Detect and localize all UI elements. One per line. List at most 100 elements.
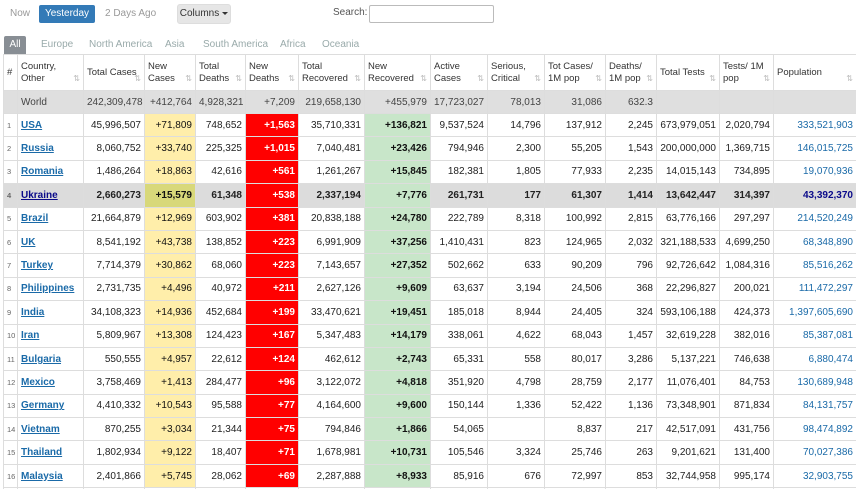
- col-header-total-cases[interactable]: Total Cases ⇅: [83, 54, 145, 91]
- columns-dropdown-button[interactable]: Columns: [177, 4, 231, 24]
- sort-icon[interactable]: ⇅: [288, 74, 295, 83]
- col-header-active-cases[interactable]: Active Cases ⇅: [430, 54, 488, 91]
- cell-active-cases: 351,920: [430, 370, 488, 395]
- cell-new-cases: +30,862: [144, 253, 196, 278]
- col-header-serious-critical[interactable]: Serious, Critical ⇅: [487, 54, 545, 91]
- cell-total-recovered: 1,261,267: [298, 159, 365, 185]
- tab-north-america[interactable]: North America: [89, 39, 153, 50]
- country-link[interactable]: UK: [21, 236, 36, 248]
- sort-icon[interactable]: ⇅: [134, 74, 141, 83]
- col-header-label: New Cases: [148, 60, 175, 84]
- sort-icon[interactable]: ⇅: [709, 74, 716, 83]
- sort-icon[interactable]: ⇅: [73, 74, 80, 83]
- sort-icon[interactable]: ⇅: [763, 74, 770, 83]
- col-header-total-tests[interactable]: Total Tests ⇅: [656, 54, 720, 91]
- cell-deaths-1m: 324: [605, 300, 657, 325]
- cell-country: Russia: [17, 136, 84, 161]
- two-days-ago-button[interactable]: 2 Days Ago: [105, 8, 157, 19]
- cell-total-tests: [656, 90, 720, 114]
- sort-icon[interactable]: ⇅: [235, 74, 242, 83]
- cell-new-recovered: +15,845: [364, 159, 431, 185]
- cell-new-recovered: +19,451: [364, 300, 431, 325]
- cell-rank: [3, 90, 18, 114]
- table-row: 4 Ukraine 2,660,273 +15,579 61,348 +538 2,337,…: [3, 183, 856, 208]
- col-header-new-cases[interactable]: New Cases ⇅: [144, 54, 196, 91]
- tab-oceania[interactable]: Oceania: [322, 39, 360, 50]
- cell-country: Iran: [17, 323, 84, 348]
- sort-icon[interactable]: ⇅: [646, 74, 653, 83]
- cell-total-tests: 321,188,533: [656, 229, 720, 255]
- tab-europe[interactable]: Europe: [41, 39, 74, 50]
- cell-serious-critical: 177: [487, 183, 545, 208]
- cell-rank: 1: [3, 112, 18, 138]
- country-link[interactable]: Bulgaria: [21, 353, 62, 365]
- search-input[interactable]: [369, 5, 494, 23]
- country-link[interactable]: Brazil: [21, 213, 49, 225]
- cell-tests-1m: 2,020,794: [719, 112, 774, 138]
- now-button[interactable]: Now: [10, 8, 31, 19]
- country-link[interactable]: Iran: [21, 330, 40, 342]
- cell-new-deaths: +381: [245, 206, 299, 231]
- cell-serious-critical: 633: [487, 253, 545, 278]
- yesterday-button[interactable]: Yesterday: [39, 5, 95, 23]
- col-header-country[interactable]: Country, Other ⇅: [17, 54, 84, 91]
- tab-africa[interactable]: Africa: [280, 39, 306, 50]
- col-header-rank[interactable]: #: [3, 54, 18, 91]
- cell-new-recovered: +8,933: [364, 463, 431, 489]
- cell-serious-critical: 1,805: [487, 159, 545, 185]
- country-link[interactable]: Malaysia: [21, 470, 63, 482]
- cell-tests-1m: [719, 90, 774, 114]
- cell-new-deaths: +96: [245, 370, 299, 395]
- top-filter-bar: Now Yesterday 2 Days Ago Columns Search:: [0, 4, 857, 26]
- col-header-total-recovered[interactable]: Total Recovered ⇅: [298, 54, 365, 91]
- col-header-tot-cases-1m[interactable]: Tot Cases/ 1M pop ⇅: [544, 54, 606, 91]
- col-header-population[interactable]: Population ⇅: [773, 54, 856, 91]
- col-header-total-deaths[interactable]: Total Deaths ⇅: [195, 54, 246, 91]
- col-header-new-recovered[interactable]: New Recovered ⇅: [364, 54, 431, 91]
- cell-tot-cases-1m: 24,506: [544, 276, 606, 302]
- country-link[interactable]: Thailand: [21, 447, 63, 459]
- tab-all[interactable]: All: [4, 36, 26, 54]
- country-link[interactable]: Turkey: [21, 260, 54, 272]
- tab-south-america[interactable]: South America: [203, 39, 269, 50]
- sort-icon[interactable]: ⇅: [354, 74, 361, 83]
- col-header-tests-1m[interactable]: Tests/ 1M pop ⇅: [719, 54, 774, 91]
- col-header-label: Total Tests: [660, 66, 705, 78]
- cell-total-deaths: 452,684: [195, 300, 246, 325]
- country-link[interactable]: USA: [21, 119, 43, 131]
- cell-rank: 16: [3, 463, 18, 489]
- cell-total-tests: 32,619,228: [656, 323, 720, 348]
- cell-new-cases: +33,740: [144, 136, 196, 161]
- country-link[interactable]: Russia: [21, 143, 54, 155]
- cell-new-deaths: +223: [245, 229, 299, 255]
- cell-deaths-1m: 632.3: [605, 90, 657, 114]
- country-link[interactable]: Romania: [21, 166, 64, 178]
- table-row: 12 Mexico 3,758,469 +1,413 284,477 +96 3,122,0…: [3, 370, 856, 395]
- cell-new-deaths: +223: [245, 253, 299, 278]
- country-link[interactable]: Philippines: [21, 283, 75, 295]
- cell-serious-critical: 78,013: [487, 90, 545, 114]
- sort-icon[interactable]: ⇅: [477, 74, 484, 83]
- cell-deaths-1m: 217: [605, 417, 657, 442]
- country-link[interactable]: Germany: [21, 400, 65, 412]
- sort-icon[interactable]: ⇅: [595, 74, 602, 83]
- cell-total-deaths: 40,972: [195, 276, 246, 302]
- cell-total-recovered: 35,710,331: [298, 112, 365, 138]
- sort-icon[interactable]: ⇅: [534, 74, 541, 83]
- cell-total-tests: 9,201,621: [656, 440, 720, 465]
- sort-icon[interactable]: ⇅: [420, 74, 427, 83]
- cell-total-cases: 242,309,478: [83, 90, 145, 114]
- col-header-new-deaths[interactable]: New Deaths ⇅: [245, 54, 299, 91]
- col-header-deaths-1m[interactable]: Deaths/ 1M pop ⇅: [605, 54, 657, 91]
- country-link[interactable]: Ukraine: [21, 189, 58, 201]
- tab-asia[interactable]: Asia: [165, 39, 185, 50]
- sort-icon[interactable]: ⇅: [185, 74, 192, 83]
- cell-new-cases: +71,809: [144, 112, 196, 138]
- cell-new-cases: +3,034: [144, 417, 196, 442]
- cell-new-cases: +4,496: [144, 276, 196, 302]
- country-link[interactable]: India: [21, 306, 45, 318]
- sort-icon[interactable]: ⇅: [846, 74, 853, 83]
- country-link[interactable]: Mexico: [21, 376, 55, 388]
- country-link[interactable]: Vietnam: [21, 423, 60, 435]
- table-row: 2 Russia 8,060,752 +33,740 225,325 +1,015 7,04…: [3, 136, 856, 161]
